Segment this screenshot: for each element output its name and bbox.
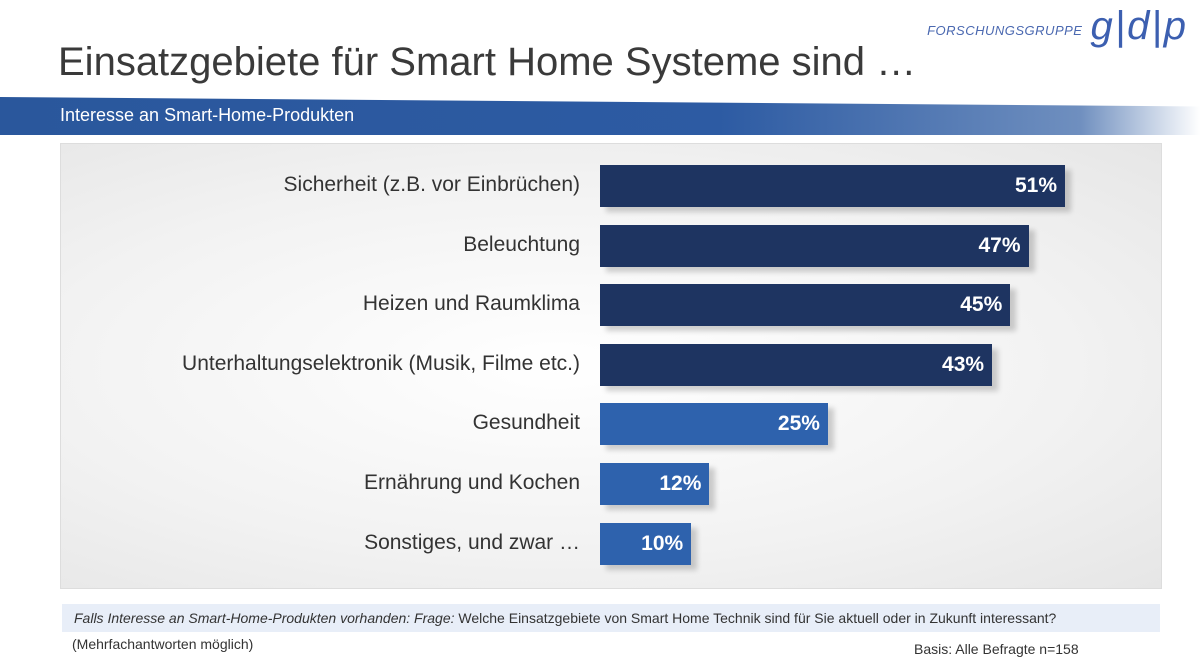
- data-label: 51%: [1014, 174, 1057, 197]
- category-label: Gesundheit: [472, 411, 580, 435]
- logo-text: FORSCHUNGSGRUPPE: [927, 22, 1083, 38]
- data-label: 47%: [978, 233, 1021, 257]
- category-label: Beleuchtung: [463, 232, 580, 256]
- bar: [600, 165, 1065, 207]
- data-label: 10%: [641, 531, 684, 555]
- bar: [600, 463, 710, 505]
- question-body: Welche Einsatzgebiete von Smart Home Tec…: [454, 610, 1057, 626]
- question-text: Falls Interesse an Smart-Home-Produkten …: [62, 604, 1160, 632]
- category-label: Sonstiges, und zwar …: [364, 530, 580, 554]
- logo-mark: g|d|p: [1090, 4, 1188, 48]
- data-label: 45%: [960, 293, 1003, 317]
- category-label: Ernährung und Kochen: [364, 471, 580, 494]
- question-prefix: Falls Interesse an Smart-Home-Produkten …: [74, 610, 455, 626]
- bar: [600, 403, 828, 446]
- data-label: 12%: [659, 472, 702, 495]
- bar: [600, 522, 692, 565]
- logo: FORSCHUNGSGRUPPE g|d|p: [927, 4, 1188, 48]
- category-label: Unterhaltungselektronik (Musik, Filme et…: [182, 351, 580, 375]
- category-label: Heizen und Raumklima: [362, 292, 580, 316]
- data-label: 25%: [777, 412, 820, 436]
- basis: Basis: Alle Befragte n=158: [914, 641, 1079, 657]
- bar: [600, 343, 993, 386]
- subtitle: Interesse an Smart-Home-Produkten: [60, 105, 355, 125]
- category-label: Sicherheit (z.B. vor Einbrüchen): [283, 173, 580, 196]
- page-title: Einsatzgebiete für Smart Home Systeme si…: [58, 40, 917, 84]
- data-label: 43%: [942, 352, 985, 376]
- bar: [600, 224, 1029, 267]
- bar: [600, 284, 1011, 327]
- note: (Mehrfachantworten möglich): [72, 636, 254, 652]
